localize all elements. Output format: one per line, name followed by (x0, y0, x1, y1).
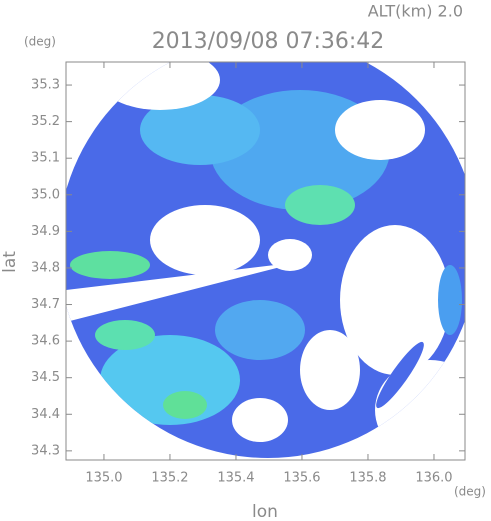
y-tick-label: 35.3 (31, 78, 60, 93)
y-tick-label: 35.2 (31, 114, 60, 129)
x-tick-label: 135.0 (85, 471, 122, 486)
chart-title: 2013/09/08 07:36:42 (152, 29, 385, 54)
y-tick-label: 34.7 (31, 297, 60, 312)
y-unit: (deg) (24, 35, 56, 49)
x-unit: (deg) (454, 485, 486, 499)
y-axis-label: lat (0, 251, 20, 273)
y-tick-label: 34.6 (31, 334, 60, 349)
x-tick-label: 135.4 (217, 471, 254, 486)
x-tick-label: 135.8 (349, 471, 386, 486)
y-tick-label: 35.1 (31, 151, 60, 166)
radar-field (66, 62, 465, 458)
y-tick-label: 34.8 (31, 260, 60, 275)
x-tick-label: 135.2 (151, 471, 188, 486)
y-tick-label: 34.5 (31, 370, 60, 385)
x-tick-label: 136.0 (415, 471, 452, 486)
y-tick-label: 34.4 (31, 407, 60, 422)
y-tick-label: 34.9 (31, 224, 60, 239)
x-tick-label: 135.6 (283, 471, 320, 486)
y-tick-label: 34.3 (31, 443, 60, 458)
x-axis-label: lon (252, 502, 278, 521)
y-tick-label: 35.0 (31, 187, 60, 202)
plot-frame (65, 61, 466, 461)
altitude-label: ALT(km) 2.0 (368, 2, 463, 21)
